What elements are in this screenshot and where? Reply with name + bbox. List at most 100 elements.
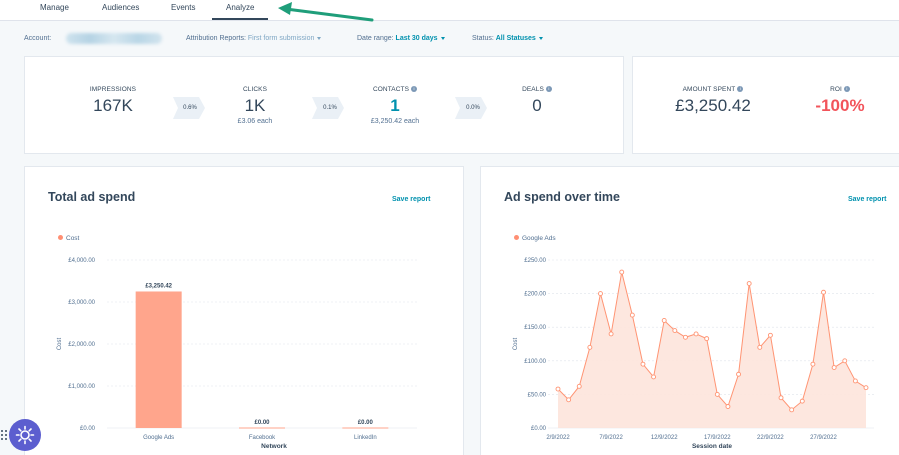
amount-spent-kpi: AMOUNT SPENT i £3,250.42 (663, 86, 763, 116)
clicks-value: 1K (244, 96, 266, 115)
click-to-contact-rate: 0.1% (323, 105, 337, 111)
chart-legend: Cost (58, 235, 79, 242)
x-tick-label: Facebook (249, 435, 276, 441)
bar-value-label: £3,250.42 (145, 283, 172, 289)
data-point (640, 361, 646, 367)
info-icon[interactable]: i (843, 86, 850, 92)
status-filter[interactable]: Status: All Statuses (472, 35, 543, 42)
info-icon[interactable]: i (411, 86, 418, 92)
bar-value-label: £0.00 (358, 420, 374, 426)
legend-label: Cost (66, 235, 80, 242)
deals-value: 0 (532, 96, 542, 115)
impressions-kpi: IMPRESSIONS 167K (63, 86, 163, 116)
funnel-arrow-icon (312, 97, 344, 119)
clicks-kpi: CLICKS 1K £3.06 each (205, 86, 305, 125)
legend-label: Google Ads (522, 235, 556, 242)
legend-swatch (514, 235, 519, 240)
y-axis-label: Cost (513, 338, 519, 351)
chevron-down-icon (538, 36, 543, 40)
x-tick-label: 22/9/2022 (757, 435, 784, 441)
y-tick-label: £250.00 (524, 258, 546, 264)
data-point (629, 312, 635, 318)
y-tick-label: £3,000.00 (68, 300, 95, 306)
tab-audiences[interactable]: Audiences (102, 3, 140, 12)
cost-per-contact: £3,250.42 each (370, 118, 420, 125)
legend-swatch (58, 235, 63, 240)
data-point (778, 395, 784, 401)
data-point (576, 383, 582, 389)
funnel-arrow-icon (455, 97, 487, 119)
x-tick-label: 27/9/2022 (810, 435, 837, 441)
cost-per-click: £3.06 each (237, 118, 273, 125)
data-point (651, 374, 657, 380)
deals-label: DEALS (522, 86, 544, 93)
roi-label: ROI (830, 86, 842, 93)
deals-kpi: DEALS i 0 (487, 86, 587, 116)
data-point (725, 404, 731, 409)
data-point (863, 385, 869, 391)
attribution-filter[interactable]: Attribution Reports: First form submissi… (186, 35, 322, 42)
x-tick-label: 17/9/2022 (704, 435, 731, 441)
amount-spent-label: AMOUNT SPENT (682, 86, 736, 93)
tab-analyze[interactable]: Analyze (226, 3, 255, 12)
y-tick-label: £1,000.00 (68, 384, 95, 390)
info-icon[interactable]: i (737, 86, 744, 92)
total-ad-spend-chart: £0.00 £1,000.00 £2,000.00 £3,000.00 £4,000.0… (57, 258, 417, 450)
data-point (693, 331, 699, 337)
data-point (608, 331, 614, 337)
chart-legend: Google Ads (514, 235, 556, 242)
save-report-button[interactable]: Save report (392, 196, 431, 203)
x-tick-label: 2/9/2022 (546, 435, 570, 441)
contacts-value[interactable]: 1 (390, 96, 400, 115)
annotation-arrow-icon (278, 2, 374, 22)
clicks-label: CLICKS (242, 86, 268, 93)
data-point (704, 336, 710, 342)
data-point (810, 361, 816, 367)
data-point (587, 344, 593, 350)
roi-kpi: ROI i -100% (790, 86, 890, 116)
account-value-redacted[interactable] (66, 33, 162, 44)
data-point (661, 318, 667, 323)
data-point (831, 365, 837, 370)
drag-handle-icon[interactable] (0, 428, 8, 442)
amount-spent-value: £3,250.42 (675, 96, 751, 115)
date-range-label: Date range: (357, 35, 394, 42)
bar (135, 291, 182, 428)
contacts-kpi: CONTACTS i 1 £3,250.42 each (345, 86, 445, 125)
tab-events[interactable]: Events (171, 3, 196, 12)
active-tab-indicator (212, 18, 268, 20)
attribution-value: First form submission (247, 35, 315, 42)
bar-value-label: £0.00 (254, 420, 270, 426)
y-tick-label: £0.00 (80, 426, 96, 432)
account-label: Account: (24, 35, 52, 42)
x-tick-label: 7/9/2022 (599, 435, 623, 441)
contact-to-deal-rate: 0.0% (466, 105, 480, 111)
data-point (555, 386, 561, 392)
data-point (714, 391, 720, 397)
data-point (598, 291, 603, 297)
info-icon[interactable]: i (545, 86, 552, 92)
date-range-value: Last 30 days (395, 35, 438, 42)
help-widget-button[interactable] (9, 419, 41, 451)
date-range-filter[interactable]: Date range: Last 30 days (357, 35, 445, 42)
save-report-button[interactable]: Save report (848, 196, 887, 203)
data-point (789, 407, 795, 413)
data-point (852, 378, 858, 384)
account-filter[interactable]: Account: (24, 35, 51, 42)
status-label: Status: (472, 35, 494, 42)
total-ad-spend-title: Total ad spend (48, 190, 136, 204)
ad-spend-over-time-chart: £0.00 £50.00 £100.00 £150.00 £200.00 £250.00 2… (513, 258, 874, 450)
y-axis-label: Cost (57, 338, 63, 351)
x-axis-label: Session date (692, 443, 732, 450)
y-tick-label: £100.00 (524, 359, 546, 365)
impressions-label: IMPRESSIONS (89, 86, 137, 93)
impressions-value: 167K (93, 96, 133, 115)
chevron-down-icon (440, 36, 445, 40)
y-tick-label: £0.00 (531, 426, 547, 432)
series-line (557, 271, 867, 411)
data-point (821, 289, 826, 295)
y-tick-label: £4,000.00 (68, 258, 95, 264)
tab-manage[interactable]: Manage (40, 3, 69, 12)
chevron-down-icon (317, 36, 322, 40)
spend-kpi-card: AMOUNT SPENT i £3,250.42 ROI i -100% (632, 56, 899, 154)
